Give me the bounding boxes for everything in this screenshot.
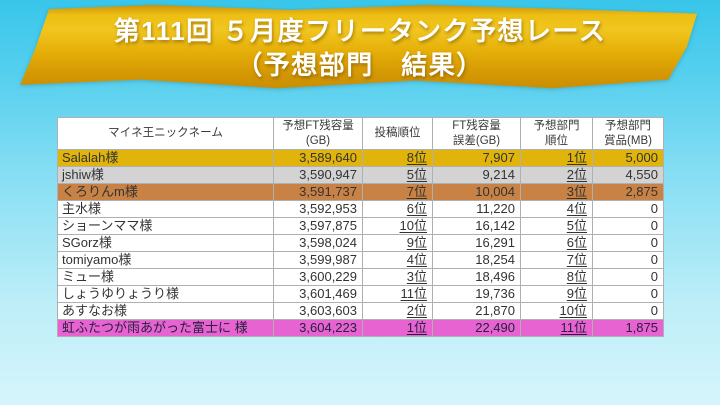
cell-dept-rank: 1位: [520, 149, 593, 167]
cell-post-rank: 7位: [362, 183, 433, 201]
cell-dept-rank: 4位: [520, 200, 593, 218]
cell-prize-mb: 0: [592, 268, 664, 286]
cell-forecast-gb: 3,604,223: [273, 319, 363, 337]
cell-post-rank: 5位: [362, 166, 433, 184]
cell-dept-rank: 11位: [520, 319, 593, 337]
cell-error-gb: 18,496: [432, 268, 521, 286]
cell-prize-mb: 0: [592, 251, 664, 269]
cell-forecast-gb: 3,591,737: [273, 183, 363, 201]
slide-title-line2: （予想部門 結果）: [236, 49, 484, 80]
cell-error-gb: 22,490: [432, 319, 521, 337]
cell-error-gb: 9,214: [432, 166, 521, 184]
cell-dept-rank: 5位: [520, 217, 593, 235]
cell-forecast-gb: 3,592,953: [273, 200, 363, 218]
cell-dept-rank: 3位: [520, 183, 593, 201]
cell-prize-mb: 0: [592, 200, 664, 218]
cell-error-gb: 7,907: [432, 149, 521, 167]
results-table-head: マイネ王ニックネーム 予想FT残容量 (GB) 投稿順位 FT残容量 誤差(GB) 予想…: [57, 117, 664, 150]
cell-post-rank: 3位: [362, 268, 433, 286]
header-nickname: マイネ王ニックネーム: [57, 117, 274, 150]
header-dept-rank: 予想部門 順位: [520, 117, 593, 150]
cell-prize-mb: 0: [592, 217, 664, 235]
cell-nickname: Salalah様: [57, 149, 274, 167]
results-table-body: Salalah様 3,589,640 8位 7,907 1位 5,000 jshiw様 3,5…: [57, 149, 664, 337]
cell-prize-mb: 1,875: [592, 319, 664, 337]
table-row: くろりんm様 3,591,737 7位 10,004 3位 2,875: [57, 183, 664, 201]
cell-nickname: しょうゆりょうり様: [57, 285, 274, 303]
table-row: ミュー様 3,600,229 3位 18,496 8位 0: [57, 268, 664, 286]
table-row: ショーンママ様 3,597,875 10位 16,142 5位 0: [57, 217, 664, 235]
slide-title-line1: 第111回 ５月度フリータンク予想レース: [113, 16, 607, 46]
cell-error-gb: 21,870: [432, 302, 521, 320]
cell-post-rank: 9位: [362, 234, 433, 252]
cell-nickname: ミュー様: [57, 268, 274, 286]
cell-prize-mb: 0: [592, 285, 664, 303]
cell-post-rank: 10位: [362, 217, 433, 235]
cell-forecast-gb: 3,598,024: [273, 234, 363, 252]
header-forecast-gb: 予想FT残容量 (GB): [273, 117, 363, 150]
table-row: Salalah様 3,589,640 8位 7,907 1位 5,000: [57, 149, 664, 167]
cell-dept-rank: 6位: [520, 234, 593, 252]
cell-forecast-gb: 3,589,640: [273, 149, 363, 167]
header-row: マイネ王ニックネーム 予想FT残容量 (GB) 投稿順位 FT残容量 誤差(GB) 予想…: [57, 117, 664, 150]
cell-post-rank: 6位: [362, 200, 433, 218]
header-post-rank: 投稿順位: [362, 117, 433, 150]
cell-forecast-gb: 3,597,875: [273, 217, 363, 235]
cell-nickname: ショーンママ様: [57, 217, 274, 235]
cell-forecast-gb: 3,599,987: [273, 251, 363, 269]
table-row: 虹ふたつが雨あがった富士に 様 3,604,223 1位 22,490 11位 1,875: [57, 319, 664, 337]
cell-nickname: あすなお様: [57, 302, 274, 320]
header-error-gb: FT残容量 誤差(GB): [432, 117, 521, 150]
cell-dept-rank: 10位: [520, 302, 593, 320]
results-table: マイネ王ニックネーム 予想FT残容量 (GB) 投稿順位 FT残容量 誤差(GB) 予想…: [57, 117, 664, 337]
cell-dept-rank: 8位: [520, 268, 593, 286]
cell-dept-rank: 9位: [520, 285, 593, 303]
table-row: しょうゆりょうり様 3,601,469 11位 19,736 9位 0: [57, 285, 664, 303]
cell-nickname: 虹ふたつが雨あがった富士に 様: [57, 319, 274, 337]
title-banner-ribbon: 第111回 ５月度フリータンク予想レース （予想部門 結果）: [20, 4, 698, 89]
cell-nickname: 主水様: [57, 200, 274, 218]
cell-error-gb: 18,254: [432, 251, 521, 269]
title-banner: 第111回 ５月度フリータンク予想レース （予想部門 結果）: [16, 4, 704, 90]
cell-prize-mb: 4,550: [592, 166, 664, 184]
cell-nickname: jshiw様: [57, 166, 274, 184]
table-row: 主水様 3,592,953 6位 11,220 4位 0: [57, 200, 664, 218]
cell-forecast-gb: 3,600,229: [273, 268, 363, 286]
cell-dept-rank: 7位: [520, 251, 593, 269]
cell-error-gb: 16,291: [432, 234, 521, 252]
cell-forecast-gb: 3,601,469: [273, 285, 363, 303]
cell-forecast-gb: 3,590,947: [273, 166, 363, 184]
cell-forecast-gb: 3,603,603: [273, 302, 363, 320]
cell-post-rank: 1位: [362, 319, 433, 337]
cell-nickname: SGorz様: [57, 234, 274, 252]
table-row: SGorz様 3,598,024 9位 16,291 6位 0: [57, 234, 664, 252]
cell-nickname: くろりんm様: [57, 183, 274, 201]
cell-error-gb: 16,142: [432, 217, 521, 235]
header-prize-mb: 予想部門 賞品(MB): [592, 117, 664, 150]
cell-post-rank: 4位: [362, 251, 433, 269]
table-row: あすなお様 3,603,603 2位 21,870 10位 0: [57, 302, 664, 320]
cell-dept-rank: 2位: [520, 166, 593, 184]
results-table-container: マイネ王ニックネーム 予想FT残容量 (GB) 投稿順位 FT残容量 誤差(GB) 予想…: [57, 117, 664, 337]
table-row: tomiyamo様 3,599,987 4位 18,254 7位 0: [57, 251, 664, 269]
cell-prize-mb: 0: [592, 234, 664, 252]
cell-post-rank: 2位: [362, 302, 433, 320]
cell-prize-mb: 2,875: [592, 183, 664, 201]
cell-nickname: tomiyamo様: [57, 251, 274, 269]
cell-error-gb: 19,736: [432, 285, 521, 303]
cell-prize-mb: 0: [592, 302, 664, 320]
cell-post-rank: 11位: [362, 285, 433, 303]
cell-error-gb: 10,004: [432, 183, 521, 201]
table-row: jshiw様 3,590,947 5位 9,214 2位 4,550: [57, 166, 664, 184]
cell-prize-mb: 5,000: [592, 149, 664, 167]
cell-error-gb: 11,220: [432, 200, 521, 218]
cell-post-rank: 8位: [362, 149, 433, 167]
